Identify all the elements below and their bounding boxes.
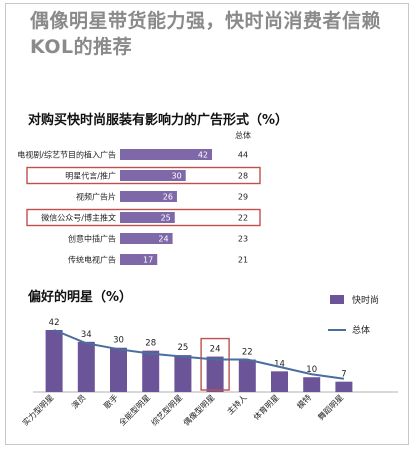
star-preference-chart-title: 偏好的明星（%） xyxy=(28,290,133,305)
page-headline: 偶像明星带货能力强，快时尚消费者信赖 KOL的推荐 xyxy=(30,8,410,60)
category-label: 电视剧/综艺节目的植入广告 xyxy=(17,150,116,160)
bar-value-label: 10 xyxy=(306,365,317,375)
legend-label-line: 总体 xyxy=(352,324,370,336)
headline-line-2: KOL的推荐 xyxy=(30,36,133,58)
ad-format-chart-title: 对购买快时尚服装有影响力的广告形式（%） xyxy=(28,113,289,128)
bar-value-label: 25 xyxy=(161,214,171,223)
bar-value-label: 30 xyxy=(113,336,124,346)
bar-kuaishishang xyxy=(120,191,177,202)
bar-star-kuaishishang xyxy=(335,381,353,392)
bar-value-label: 42 xyxy=(49,318,60,328)
bar-value-label: 42 xyxy=(198,151,208,160)
x-tick-label: 综艺型明星 xyxy=(149,392,184,427)
bar-star-kuaishishang xyxy=(238,359,256,392)
bar-kuaishishang xyxy=(120,233,173,244)
bar-value-label: 28 xyxy=(145,339,156,349)
x-tick-label: 舞蹈明星 xyxy=(316,392,346,422)
bar-value-label: 30 xyxy=(172,172,182,181)
x-tick-label: 全能型明星 xyxy=(117,392,152,427)
category-label: 传统电视广告 xyxy=(68,255,116,265)
highlight-box xyxy=(26,166,261,185)
total-column-header: 总体 xyxy=(235,130,251,140)
x-tick-label: 模特 xyxy=(295,392,313,410)
bar-kuaishishang xyxy=(120,254,158,265)
bar-star-kuaishishang xyxy=(110,347,127,392)
bar-kuaishishang xyxy=(120,212,175,223)
category-label: 明星代言/推广 xyxy=(65,171,116,181)
bar-value-label: 22 xyxy=(242,348,253,358)
headline-line-1: 偶像明星带货能力强，快时尚消费者信赖 xyxy=(30,10,382,32)
bar-value-label: 7 xyxy=(341,370,346,380)
bar-star-kuaishishang xyxy=(206,356,224,392)
total-value-label: 22 xyxy=(238,214,248,223)
bar-star-kuaishishang xyxy=(142,350,160,392)
bar-star-kuaishishang xyxy=(303,377,321,392)
bar-star-kuaishishang xyxy=(174,355,192,392)
bar-star-kuaishishang xyxy=(77,341,95,392)
bar-value-label: 14 xyxy=(274,359,285,369)
x-tick-label: 主持人 xyxy=(225,392,249,416)
bar-star-kuaishishang xyxy=(45,330,63,392)
category-label: 创意中插广告 xyxy=(68,234,116,244)
bar-kuaishishang xyxy=(120,170,186,181)
line-total-series xyxy=(53,329,345,380)
legend-swatch-bar xyxy=(330,295,344,304)
category-label: 视频广告片 xyxy=(76,192,116,202)
bar-value-label: 25 xyxy=(177,343,188,353)
x-tick-label: 实力型明星 xyxy=(20,392,55,427)
bar-value-label: 34 xyxy=(81,330,92,340)
x-tick-label: 演员 xyxy=(69,392,87,410)
total-value-label: 29 xyxy=(238,193,248,202)
total-value-label: 44 xyxy=(238,151,248,160)
bar-kuaishishang xyxy=(120,149,212,160)
bar-star-kuaishishang xyxy=(271,371,288,392)
bar-value-label: 24 xyxy=(158,235,168,244)
x-tick-label: 体育明星 xyxy=(251,392,281,422)
bar-value-label: 24 xyxy=(210,345,221,355)
bar-value-label: 26 xyxy=(163,193,173,202)
highlight-box xyxy=(26,208,261,227)
x-tick-label: 歌手 xyxy=(102,392,120,410)
total-value-label: 23 xyxy=(238,235,248,244)
legend-label-bar: 快时尚 xyxy=(352,294,379,306)
total-value-label: 28 xyxy=(238,172,248,181)
category-label: 微信公众号/博主推文 xyxy=(41,213,116,223)
highlight-box-idol xyxy=(200,337,230,391)
x-tick-label: 偶像型明星 xyxy=(181,392,216,427)
slide-frame xyxy=(5,3,409,445)
bar-value-label: 17 xyxy=(143,256,153,265)
total-value-label: 21 xyxy=(238,256,248,265)
